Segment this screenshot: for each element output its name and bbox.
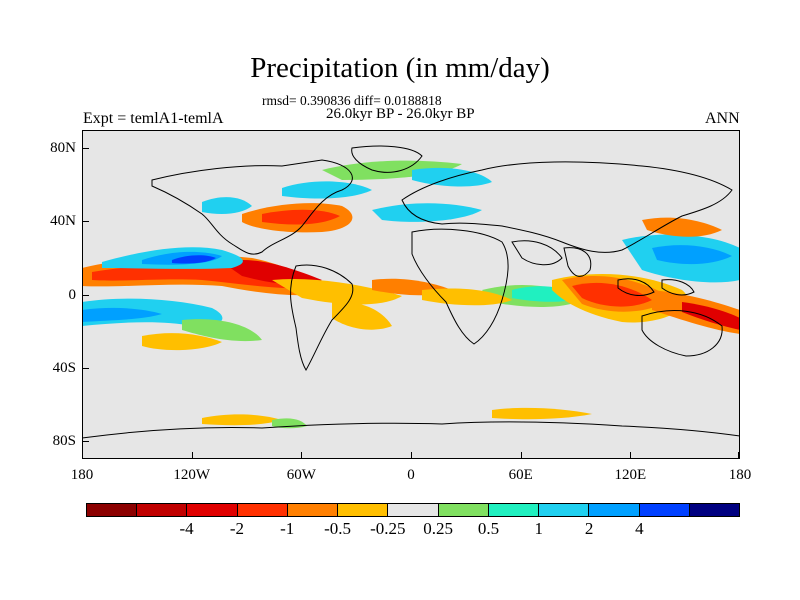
colorbar-label: -4 bbox=[179, 519, 194, 538]
lat-tick-mark bbox=[82, 367, 89, 369]
anomaly-patch bbox=[142, 333, 222, 351]
colorbar-label: -0.25 bbox=[370, 519, 406, 538]
colorbar-swatch bbox=[639, 504, 690, 516]
lon-tick-label: 120E bbox=[614, 467, 647, 483]
lat-tick-label: 0 bbox=[68, 286, 77, 303]
colorbar-label: 1 bbox=[534, 519, 544, 538]
lon-tick-label: 180 bbox=[70, 467, 94, 483]
colorbar-label: 4 bbox=[635, 519, 644, 538]
anomaly-patch bbox=[262, 209, 340, 225]
lon-tick-label: 120W bbox=[173, 467, 210, 483]
colorbar-swatch bbox=[237, 504, 288, 516]
anomaly-patch bbox=[282, 181, 372, 199]
anomaly-patch bbox=[572, 282, 652, 307]
colorbar-swatch bbox=[338, 504, 389, 516]
lon-tick-label: 60E bbox=[508, 467, 533, 483]
season-label: ANN bbox=[705, 110, 740, 127]
colorbar-swatch bbox=[589, 504, 640, 516]
continent-outline bbox=[401, 161, 733, 253]
lon-tick-mark bbox=[738, 452, 739, 459]
lon-tick-label: 60W bbox=[286, 467, 316, 483]
colorbar-label: -0.5 bbox=[324, 519, 351, 538]
experiment-label: Expt = temlA1-temlA bbox=[83, 110, 224, 127]
continent-outline bbox=[82, 421, 740, 439]
colorbar-swatch bbox=[287, 504, 339, 516]
anomaly-patch bbox=[322, 160, 462, 180]
lat-tick-label: 40S bbox=[52, 359, 76, 376]
anomaly-patch bbox=[222, 260, 322, 285]
lon-tick-mark bbox=[191, 452, 193, 459]
anomaly-patch bbox=[202, 197, 252, 214]
anomaly-patch bbox=[332, 301, 392, 330]
anomaly-patch bbox=[652, 245, 732, 265]
colorbar-label: -1 bbox=[280, 519, 295, 538]
anomaly-patch bbox=[202, 414, 282, 426]
anomaly-patch bbox=[272, 278, 402, 305]
time-period: 26.0kyr BP - 26.0kyr BP bbox=[326, 106, 475, 122]
colorbar-label: 0.25 bbox=[423, 519, 454, 538]
anomaly-patch bbox=[682, 302, 740, 330]
map-svg bbox=[82, 130, 740, 459]
lon-tick-mark bbox=[630, 452, 632, 459]
anomaly-patch bbox=[492, 407, 592, 420]
continent-outline bbox=[411, 228, 509, 345]
colorbar-label: 0.5 bbox=[477, 519, 500, 538]
precipitation-map bbox=[82, 130, 740, 459]
anomaly-patch bbox=[172, 255, 216, 264]
lat-tick-label: 80S bbox=[52, 432, 76, 449]
lat-tick-label: 80N bbox=[50, 140, 76, 157]
lat-tick-label: 40N bbox=[50, 213, 76, 230]
lon-tick-mark bbox=[301, 452, 303, 459]
lat-tick-mark bbox=[82, 148, 89, 150]
colorbar-swatch bbox=[137, 504, 188, 516]
continent-outline bbox=[641, 310, 723, 357]
lat-tick-mark bbox=[82, 221, 89, 223]
lat-tick-mark bbox=[82, 294, 89, 296]
colorbar-swatch bbox=[539, 504, 590, 516]
lon-tick-label: 180 bbox=[728, 467, 752, 483]
anomaly-patch bbox=[82, 307, 162, 322]
continent-outline bbox=[151, 159, 353, 255]
continent-outline bbox=[290, 264, 354, 371]
colorbar-swatch bbox=[388, 504, 439, 516]
lon-tick-mark bbox=[411, 452, 412, 459]
colorbar-swatch bbox=[488, 504, 540, 516]
rmsd-diff-stats: rmsd= 0.390836 diff= 0.0188818 bbox=[262, 93, 442, 108]
colorbar bbox=[86, 503, 740, 517]
anomaly-patch bbox=[92, 263, 312, 289]
colorbar-swatch bbox=[187, 504, 238, 516]
anomaly-patch bbox=[372, 203, 482, 222]
lat-tick-mark bbox=[82, 440, 89, 442]
anomaly-patch bbox=[182, 319, 262, 342]
continent-outline bbox=[351, 145, 423, 173]
lon-tick-label: 0 bbox=[407, 467, 415, 483]
anomaly-patch bbox=[642, 217, 722, 237]
colorbar-label: -2 bbox=[229, 519, 244, 538]
continent-outline bbox=[661, 279, 695, 296]
colorbar-label: 2 bbox=[584, 519, 594, 538]
continent-outline bbox=[617, 278, 655, 296]
figure-title: Precipitation (in mm/day) bbox=[250, 52, 550, 84]
continent-outline bbox=[511, 240, 563, 266]
colorbar-swatch bbox=[438, 504, 489, 516]
lon-tick-mark bbox=[82, 452, 83, 459]
coastlines bbox=[82, 145, 740, 439]
colorbar-swatch bbox=[87, 504, 138, 516]
continent-outline bbox=[563, 247, 592, 277]
colorbar-swatch bbox=[689, 504, 740, 516]
lon-tick-mark bbox=[520, 452, 522, 459]
